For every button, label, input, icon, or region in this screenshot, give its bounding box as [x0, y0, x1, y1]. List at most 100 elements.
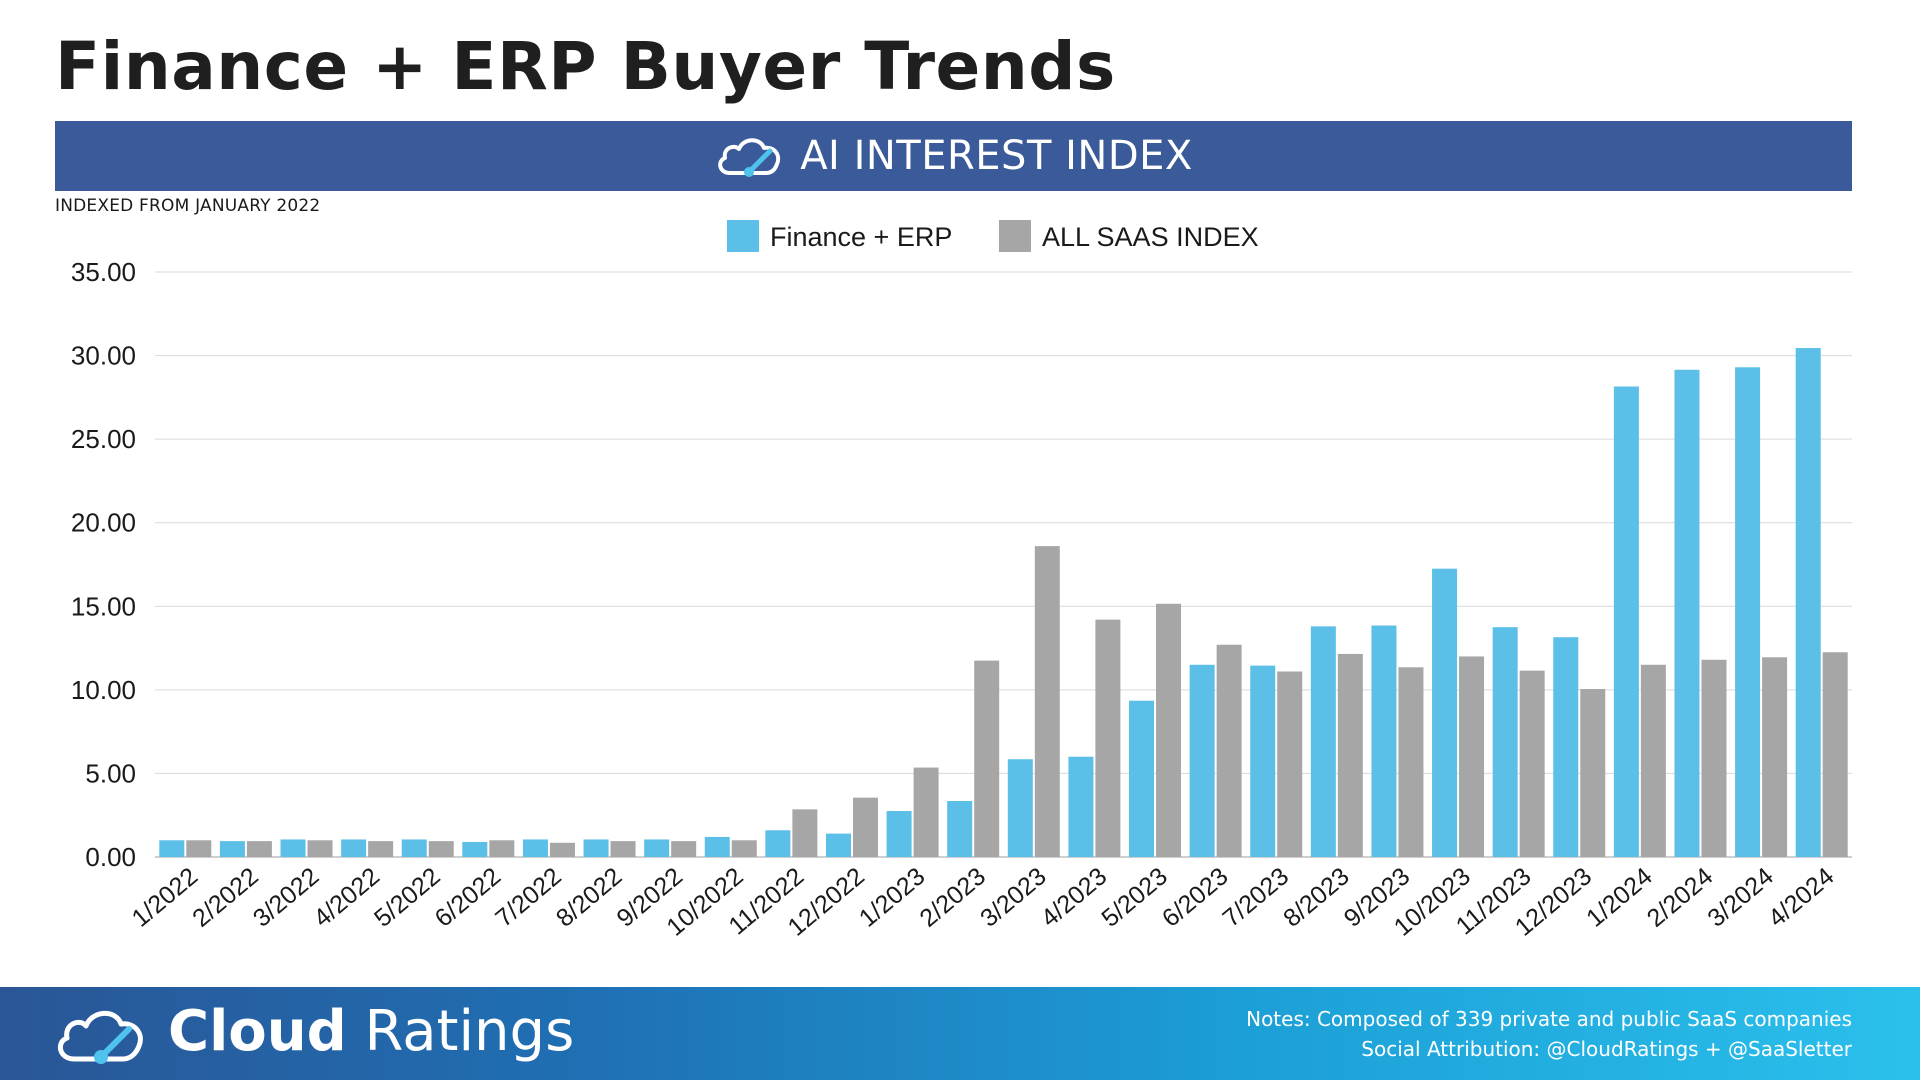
bar-finance-erp — [523, 839, 548, 857]
bar-all-saas-index — [792, 809, 817, 857]
bar-finance-erp — [705, 837, 730, 857]
bar-finance-erp — [644, 839, 669, 857]
x-tick-label: 3/2024 — [1702, 862, 1779, 933]
bar-finance-erp — [462, 842, 487, 857]
bar-finance-erp — [1796, 348, 1821, 857]
brand-bold: Cloud — [168, 999, 347, 1064]
x-tick-label: 3/2023 — [975, 862, 1052, 933]
bar-finance-erp — [220, 841, 245, 857]
x-tick-label: 3/2022 — [248, 862, 325, 933]
bar-all-saas-index — [914, 768, 939, 857]
bar-chart: Finance + ERP ALL SAAS INDEX 0.00 5.00 10.0… — [0, 210, 1920, 985]
y-tick-label: 0.00 — [85, 842, 136, 872]
bar-all-saas-index — [1035, 546, 1060, 857]
bar-all-saas-index — [308, 840, 333, 857]
x-tick-label: 2/2023 — [914, 862, 991, 933]
bar-finance-erp — [1129, 701, 1154, 857]
bar-all-saas-index — [611, 841, 636, 857]
footer-bar: Cloud Ratings Notes: Composed of 339 pri… — [0, 987, 1920, 1080]
bar-all-saas-index — [732, 840, 757, 857]
bar-all-saas-index — [1762, 657, 1787, 857]
y-tick-label: 35.00 — [71, 257, 136, 287]
bar-all-saas-index — [186, 840, 211, 857]
bar-all-saas-index — [1459, 656, 1484, 857]
brand-light: Ratings — [365, 999, 575, 1064]
footer-notes: Notes: Composed of 339 private and publi… — [1246, 1004, 1852, 1064]
bar-finance-erp — [887, 811, 912, 857]
bar-all-saas-index — [1095, 620, 1120, 857]
bar-finance-erp — [1432, 569, 1457, 857]
page-title: Finance + ERP Buyer Trends — [55, 22, 1116, 112]
bar-all-saas-index — [1641, 665, 1666, 857]
x-tick-label: 1/2024 — [1581, 862, 1658, 933]
bar-all-saas-index — [1520, 671, 1545, 857]
y-tick-label: 5.00 — [85, 758, 136, 788]
chart-legend: Finance + ERP ALL SAAS INDEX — [727, 220, 1259, 252]
notes-line: Notes: Composed of 339 private and publi… — [1246, 1004, 1852, 1034]
bars — [159, 348, 1847, 857]
bar-finance-erp — [1008, 759, 1033, 857]
x-tick-label: 4/2022 — [308, 862, 385, 933]
x-tick-label: 4/2024 — [1763, 862, 1840, 933]
x-axis: 1/20222/20223/20224/20225/20226/20227/20… — [127, 862, 1840, 942]
bar-all-saas-index — [550, 843, 575, 857]
bar-finance-erp — [1250, 666, 1275, 857]
bar-finance-erp — [1553, 637, 1578, 857]
bar-all-saas-index — [671, 841, 696, 857]
bar-all-saas-index — [1580, 689, 1605, 857]
bar-all-saas-index — [247, 841, 272, 857]
bar-all-saas-index — [1398, 667, 1423, 857]
y-tick-label: 25.00 — [71, 424, 136, 454]
bar-all-saas-index — [368, 841, 393, 857]
bar-finance-erp — [1371, 626, 1396, 857]
x-tick-label: 7/2022 — [490, 862, 567, 933]
banner-title: AI INTEREST INDEX — [800, 133, 1193, 179]
x-tick-label: 1/2022 — [127, 862, 204, 933]
x-tick-label: 2/2022 — [187, 862, 264, 933]
bar-finance-erp — [1674, 370, 1699, 857]
bar-all-saas-index — [429, 841, 454, 857]
bar-finance-erp — [341, 839, 366, 857]
bar-finance-erp — [765, 830, 790, 857]
bar-finance-erp — [1493, 627, 1518, 857]
y-axis: 0.00 5.00 10.00 15.00 20.00 25.00 30.00 35.00 — [71, 257, 136, 872]
bar-all-saas-index — [974, 661, 999, 857]
x-tick-label: 7/2023 — [1218, 862, 1295, 933]
brand-logo-text: Cloud Ratings — [168, 999, 574, 1065]
x-tick-label: 6/2022 — [430, 862, 507, 933]
cloud-gauge-icon — [714, 131, 786, 181]
bar-finance-erp — [1068, 757, 1093, 857]
bar-finance-erp — [1614, 386, 1639, 857]
y-tick-label: 10.00 — [71, 675, 136, 705]
x-tick-label: 5/2022 — [369, 862, 446, 933]
x-tick-label: 5/2023 — [1096, 862, 1173, 933]
bar-all-saas-index — [1277, 671, 1302, 857]
cloud-ratings-logo-icon — [52, 1001, 152, 1067]
legend-label: ALL SAAS INDEX — [1042, 222, 1259, 252]
x-tick-label: 6/2023 — [1157, 862, 1234, 933]
legend-label: Finance + ERP — [770, 222, 952, 252]
bar-finance-erp — [1190, 665, 1215, 857]
x-tick-label: 2/2024 — [1642, 862, 1719, 933]
bar-finance-erp — [159, 840, 184, 857]
x-tick-label: 4/2023 — [1036, 862, 1113, 933]
bar-finance-erp — [281, 839, 306, 857]
y-tick-label: 15.00 — [71, 591, 136, 621]
bar-all-saas-index — [1217, 645, 1242, 857]
legend-swatch — [999, 220, 1031, 252]
bar-finance-erp — [402, 839, 427, 857]
bar-finance-erp — [1735, 367, 1760, 857]
bar-all-saas-index — [489, 840, 514, 857]
bar-all-saas-index — [1156, 604, 1181, 857]
chart-banner: AI INTEREST INDEX — [55, 121, 1852, 191]
attribution-line: Social Attribution: @CloudRatings + @Saa… — [1246, 1034, 1852, 1064]
x-tick-label: 1/2023 — [854, 862, 931, 933]
bar-finance-erp — [1311, 626, 1336, 857]
y-tick-label: 30.00 — [71, 341, 136, 371]
x-tick-label: 8/2022 — [551, 862, 628, 933]
bar-all-saas-index — [1701, 660, 1726, 857]
bar-all-saas-index — [1338, 654, 1363, 857]
bar-finance-erp — [947, 801, 972, 857]
y-tick-label: 20.00 — [71, 508, 136, 538]
bar-finance-erp — [826, 834, 851, 857]
